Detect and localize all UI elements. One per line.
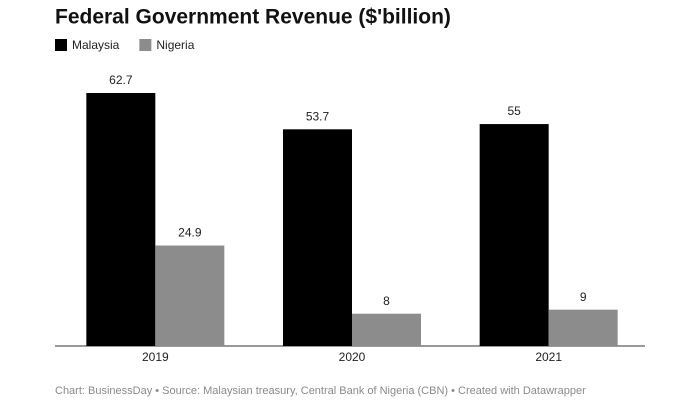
x-tick-label: 2020 xyxy=(339,350,366,364)
bar xyxy=(352,313,421,346)
source-note: Chart: BusinessDay • Source: Malaysian t… xyxy=(55,385,586,397)
value-label: 24.9 xyxy=(178,226,202,240)
legend-label: Malaysia xyxy=(72,38,120,52)
value-label: 53.7 xyxy=(306,109,330,123)
value-label: 8 xyxy=(383,294,390,308)
bar xyxy=(283,129,352,346)
bar xyxy=(548,309,618,346)
chart-title: Federal Government Revenue ($'billion) xyxy=(55,6,451,29)
x-tick-label: 2021 xyxy=(535,350,562,364)
legend-swatch xyxy=(139,39,152,51)
value-label: 9 xyxy=(580,290,587,304)
bar xyxy=(479,124,549,346)
bar xyxy=(86,93,156,346)
bar xyxy=(155,245,225,346)
legend-label: Nigeria xyxy=(156,38,194,52)
legend-swatch xyxy=(55,39,67,51)
value-label: 55 xyxy=(507,104,521,118)
x-tick-label: 2019 xyxy=(142,350,169,364)
value-label: 62.7 xyxy=(109,73,133,87)
